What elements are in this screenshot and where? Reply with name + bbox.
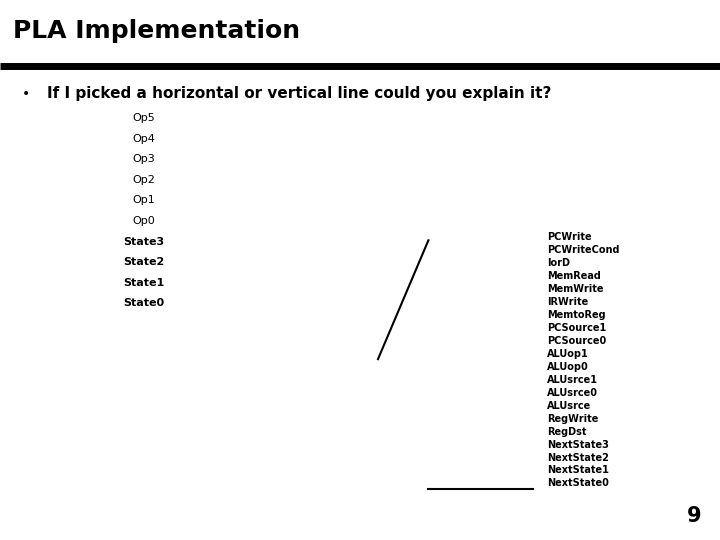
Text: PCWriteCond: PCWriteCond — [547, 245, 620, 255]
Text: NextState2: NextState2 — [547, 453, 609, 463]
Text: If I picked a horizontal or vertical line could you explain it?: If I picked a horizontal or vertical lin… — [47, 86, 552, 102]
Text: PCWrite: PCWrite — [547, 232, 592, 242]
Text: MemRead: MemRead — [547, 271, 601, 281]
Text: Op2: Op2 — [132, 175, 156, 185]
Text: Op4: Op4 — [132, 134, 156, 144]
Text: State0: State0 — [123, 298, 165, 308]
Text: RegWrite: RegWrite — [547, 414, 598, 424]
Text: ALUsrce0: ALUsrce0 — [547, 388, 598, 398]
Text: State1: State1 — [123, 278, 165, 288]
Text: State2: State2 — [123, 257, 165, 267]
Text: ALUsrce: ALUsrce — [547, 401, 591, 411]
Text: •: • — [22, 87, 30, 102]
Text: ALUop0: ALUop0 — [547, 362, 589, 372]
Text: MemtoReg: MemtoReg — [547, 310, 606, 320]
Text: PCSource1: PCSource1 — [547, 323, 606, 333]
Text: ALUsrce1: ALUsrce1 — [547, 375, 598, 385]
Text: Op3: Op3 — [132, 154, 156, 165]
Text: Op1: Op1 — [132, 195, 156, 206]
Text: ALUop1: ALUop1 — [547, 349, 589, 359]
Text: PLA Implementation: PLA Implementation — [13, 19, 300, 43]
Text: State3: State3 — [123, 237, 165, 247]
Text: Op5: Op5 — [132, 113, 156, 124]
Text: PCSource0: PCSource0 — [547, 336, 606, 346]
Text: NextState0: NextState0 — [547, 478, 609, 489]
Text: Op0: Op0 — [132, 216, 156, 226]
Text: IorD: IorD — [547, 258, 570, 268]
Text: NextState1: NextState1 — [547, 465, 609, 476]
Text: IRWrite: IRWrite — [547, 297, 588, 307]
Text: NextState3: NextState3 — [547, 440, 609, 450]
Text: RegDst: RegDst — [547, 427, 587, 437]
Text: 9: 9 — [688, 507, 702, 526]
Text: MemWrite: MemWrite — [547, 284, 603, 294]
